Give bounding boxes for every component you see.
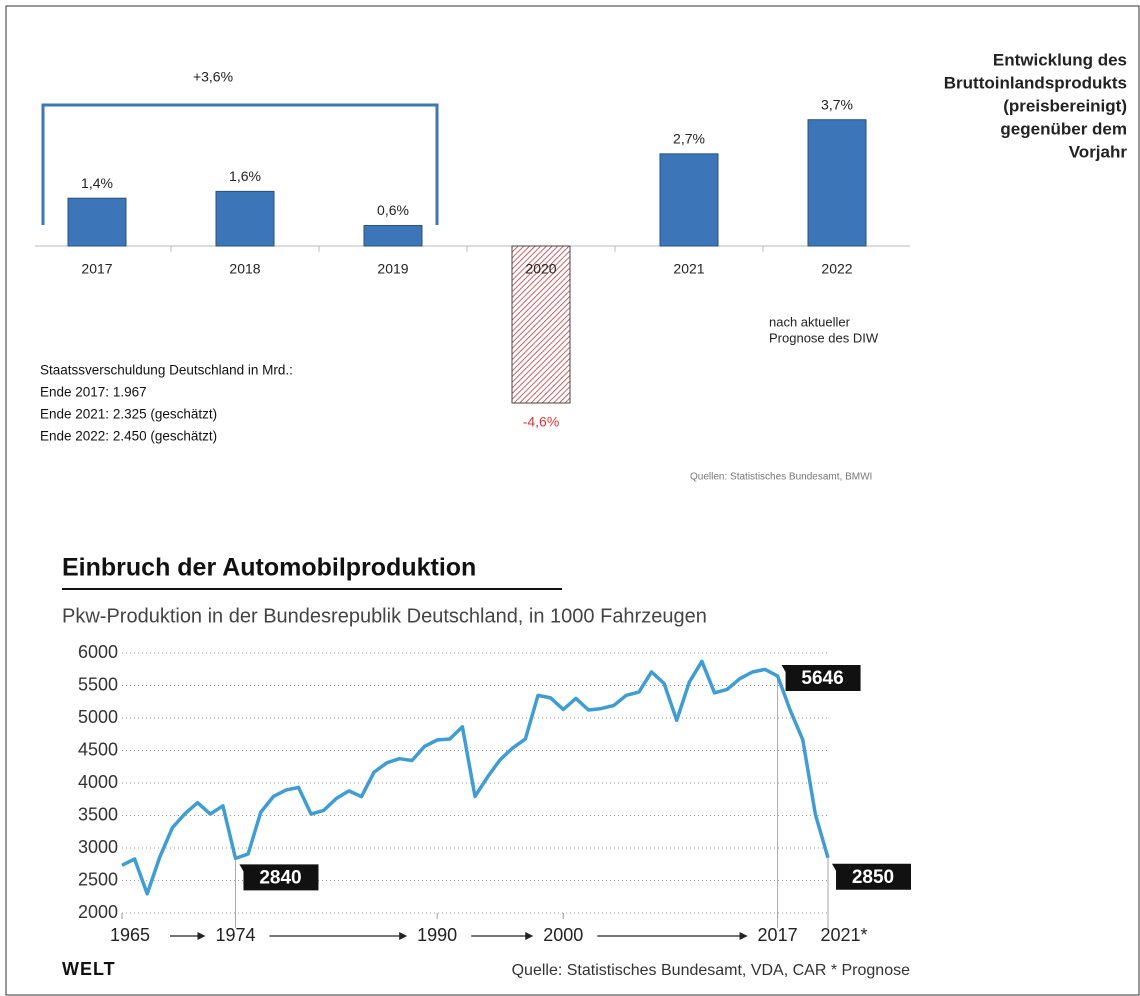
forecast-note: nach aktueller xyxy=(769,314,851,329)
bar xyxy=(363,225,423,247)
chart-title: (preisbereinigt) xyxy=(1003,96,1127,115)
callout-box xyxy=(781,665,861,692)
category-label: 2021 xyxy=(673,261,704,277)
frame xyxy=(5,5,1140,996)
source: Quelle: Statistisches Bundesamt, VDA, CA… xyxy=(512,962,911,979)
arrow-head xyxy=(197,932,206,940)
x-tick-label: 2000 xyxy=(543,925,583,945)
y-tick-label: 4000 xyxy=(78,772,118,792)
category-label: 2018 xyxy=(229,261,260,277)
source: Quellen: Statistisches Bundesamt, BMWI xyxy=(690,472,872,483)
forecast-note: Prognose des DIW xyxy=(769,330,879,345)
x-tick-label: 1965 xyxy=(110,925,150,945)
chart-title: Bruttoinlandsprodukts xyxy=(944,73,1127,92)
callout-box xyxy=(832,863,911,890)
bar xyxy=(67,197,127,247)
x-tick-label: 1974 xyxy=(215,925,255,945)
y-tick-label: 2000 xyxy=(78,902,118,922)
callout-label: 2850 xyxy=(852,867,894,888)
x-tick-label: 1990 xyxy=(417,925,457,945)
callout-box xyxy=(239,864,319,891)
category-label: 2017 xyxy=(81,261,112,277)
value-label: -4,6% xyxy=(523,414,560,430)
bar xyxy=(807,119,867,247)
x-tick-label: 2017 xyxy=(758,925,798,945)
bar xyxy=(511,245,571,404)
arrow-head xyxy=(399,932,408,940)
note: Ende 2021: 2.325 (geschätzt) xyxy=(40,407,217,422)
note: Staatssverschuldung Deutschland in Mrd.: xyxy=(40,363,293,378)
chart-title: Entwicklung des xyxy=(993,50,1127,69)
y-tick-label: 5000 xyxy=(78,707,118,727)
category-label: 2020 xyxy=(525,261,556,277)
bar xyxy=(659,153,719,247)
arrow-head xyxy=(525,932,534,940)
y-tick-label: 3000 xyxy=(78,837,118,857)
bar xyxy=(215,190,275,247)
x-tick-label: 2021* xyxy=(820,925,867,945)
value-label: 3,7% xyxy=(821,96,853,112)
y-tick-label: 6000 xyxy=(78,642,118,662)
category-label: 2019 xyxy=(377,261,408,277)
value-label: 2,7% xyxy=(673,131,705,147)
line xyxy=(121,659,830,896)
chart-title: gegenüber dem xyxy=(1000,119,1127,138)
arrow-head xyxy=(739,932,748,940)
note: Ende 2022: 2.450 (geschätzt) xyxy=(40,429,217,444)
callout-label: 2840 xyxy=(259,867,301,888)
value-label: 1,6% xyxy=(229,168,261,184)
y-tick-label: 3500 xyxy=(78,804,118,824)
value-label: 1,4% xyxy=(81,175,113,191)
bracket-label: +3,6% xyxy=(193,69,233,85)
chart-title: Einbruch der Automobilproduktion xyxy=(62,554,476,582)
bracket xyxy=(41,103,439,225)
subtitle: Pkw-Produktion in der Bundesrepublik Deu… xyxy=(62,605,707,627)
brand: WELT xyxy=(62,959,116,979)
note: Ende 2017: 1.967 xyxy=(40,385,147,400)
value-label: 0,6% xyxy=(377,202,409,218)
chart-title: Vorjahr xyxy=(1069,142,1128,161)
callout-label: 5646 xyxy=(801,668,843,689)
y-tick-label: 4500 xyxy=(78,739,118,759)
category-label: 2022 xyxy=(821,261,852,277)
y-tick-label: 5500 xyxy=(78,674,118,694)
y-tick-label: 2500 xyxy=(78,869,118,889)
